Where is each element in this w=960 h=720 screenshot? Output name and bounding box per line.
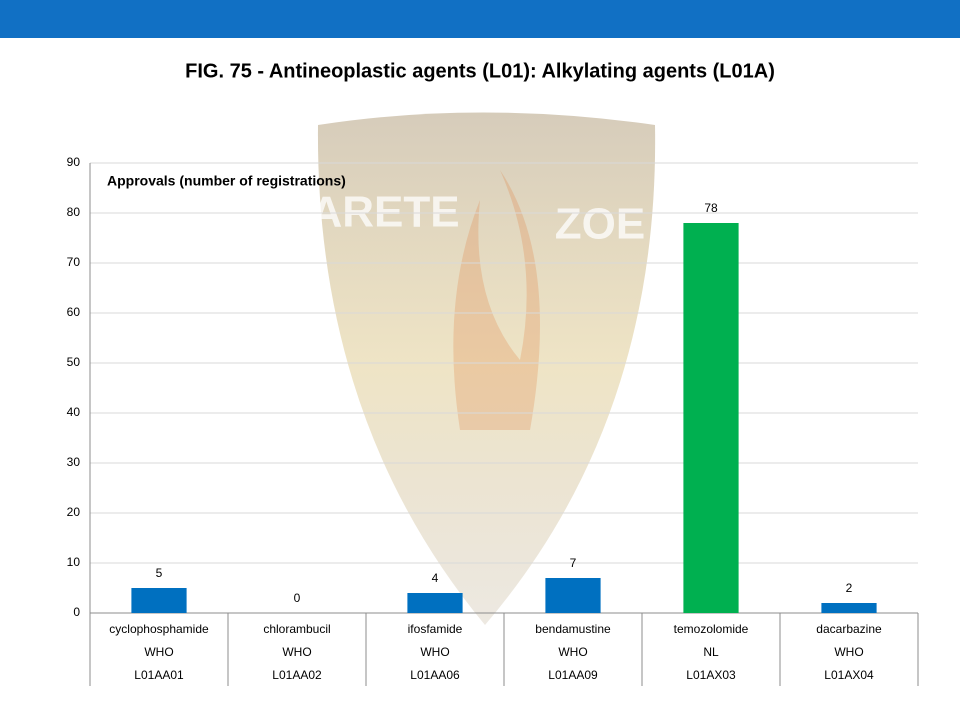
- x-tick-label: temozolomide: [674, 622, 749, 636]
- data-label: 4: [432, 571, 439, 585]
- y-tick-label: 60: [67, 305, 81, 319]
- x-tick-label: bendamustine: [535, 622, 611, 636]
- x-code-label: L01AX03: [686, 668, 736, 682]
- bar: [407, 593, 463, 613]
- x-source-label: WHO: [144, 645, 173, 659]
- x-tick-label: ifosfamide: [408, 622, 463, 636]
- y-tick-label: 90: [67, 155, 81, 169]
- watermark-flame: [453, 170, 540, 430]
- data-label: 2: [846, 581, 853, 595]
- bar: [131, 588, 187, 613]
- x-tick-label: chlorambucil: [263, 622, 330, 636]
- x-code-label: L01AA09: [548, 668, 598, 682]
- y-tick-label: 80: [67, 205, 81, 219]
- x-tick-label: cyclophosphamide: [109, 622, 209, 636]
- x-source-label: WHO: [420, 645, 449, 659]
- header-band: [0, 0, 960, 38]
- data-label: 78: [704, 201, 718, 215]
- annotation: Approvals (number of registrations): [107, 173, 346, 189]
- y-tick-label: 20: [67, 505, 81, 519]
- bar: [545, 578, 601, 613]
- x-code-label: L01AA06: [410, 668, 460, 682]
- x-source-label: NL: [703, 645, 719, 659]
- x-code-label: L01AA02: [272, 668, 322, 682]
- watermark-shield: [317, 112, 656, 625]
- chart-title: FIG. 75 - Antineoplastic agents (L01): A…: [185, 60, 775, 82]
- watermark-text: ZOE: [555, 200, 645, 249]
- y-tick-label: 10: [67, 555, 81, 569]
- y-tick-label: 40: [67, 405, 81, 419]
- y-tick-label: 50: [67, 355, 81, 369]
- bar: [821, 603, 877, 613]
- x-code-label: L01AA01: [134, 668, 184, 682]
- y-tick-label: 70: [67, 255, 81, 269]
- x-source-label: WHO: [558, 645, 587, 659]
- x-source-label: WHO: [834, 645, 863, 659]
- bar: [683, 223, 739, 613]
- x-tick-label: dacarbazine: [816, 622, 882, 636]
- x-code-label: L01AX04: [824, 668, 874, 682]
- x-source-label: WHO: [282, 645, 311, 659]
- y-tick-label: 30: [67, 455, 81, 469]
- data-label: 5: [156, 566, 163, 580]
- watermark-text: ARETE: [310, 188, 459, 237]
- data-label: 0: [294, 591, 301, 605]
- data-label: 7: [570, 556, 577, 570]
- y-tick-label: 0: [73, 605, 80, 619]
